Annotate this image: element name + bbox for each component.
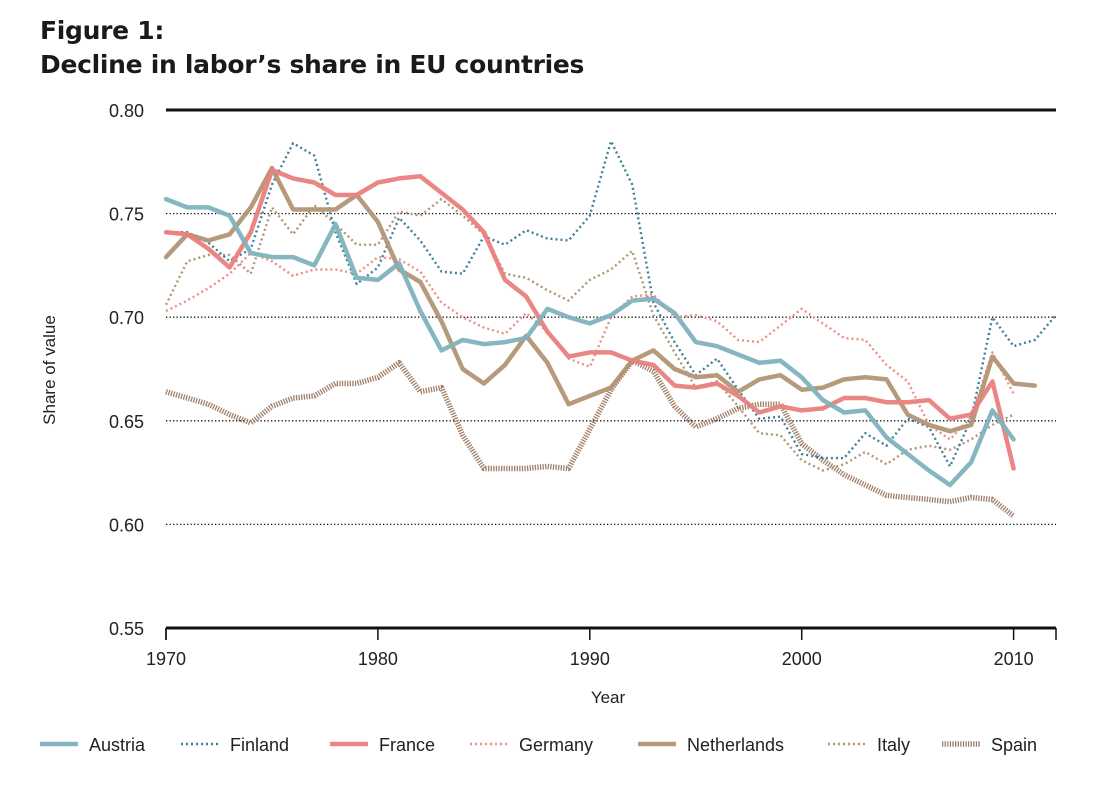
- legend-label-france: France: [379, 735, 435, 755]
- y-tick-label: 0.60: [109, 515, 144, 535]
- x-tick-label: 2010: [994, 649, 1034, 669]
- figure-title: Decline in labor’s share in EU countries: [40, 50, 585, 79]
- y-tick-label: 0.65: [109, 412, 144, 432]
- y-tick-label: 0.70: [109, 308, 144, 328]
- y-tick-label: 0.55: [109, 619, 144, 639]
- series-line-austria: [163, 196, 1016, 488]
- series-line-netherlands: [163, 165, 1038, 434]
- series-line-finland: [166, 139, 1057, 468]
- x-axis-title: Year: [591, 688, 626, 707]
- figure-number: Figure 1:: [40, 16, 165, 45]
- x-tick-label: 1970: [146, 649, 186, 669]
- y-axis-title: Share of value: [40, 315, 59, 425]
- series-line-germany: [165, 251, 1015, 441]
- legend-label-netherlands: Netherlands: [687, 735, 784, 755]
- legend-label-austria: Austria: [89, 735, 146, 755]
- chart-title: Figure 1: Decline in labor’s share in EU…: [40, 14, 584, 82]
- legend-label-germany: Germany: [519, 735, 593, 755]
- series-line-italy: [164, 197, 1015, 472]
- legend-label-finland: Finland: [230, 735, 289, 755]
- axes: 0.55 0.60 0.65 0.70 0.75 0.80 1970 1980 1990 2000…: [109, 101, 1057, 669]
- y-tick-label: 0.80: [109, 101, 144, 121]
- legend-label-spain: Spain: [991, 735, 1037, 755]
- gridlines: [166, 108, 1056, 630]
- y-tick-label: 0.75: [109, 205, 144, 225]
- legend-label-italy: Italy: [877, 735, 910, 755]
- x-tick-label: 2000: [782, 649, 822, 669]
- series-lines: [163, 139, 1057, 519]
- x-tick-label: 1980: [358, 649, 398, 669]
- series-line-france: [163, 167, 1016, 471]
- legend: Austria Finland France Germany Netherlands It…: [40, 735, 1037, 755]
- series-line-spain: [165, 357, 1016, 519]
- x-tick-label: 1990: [570, 649, 610, 669]
